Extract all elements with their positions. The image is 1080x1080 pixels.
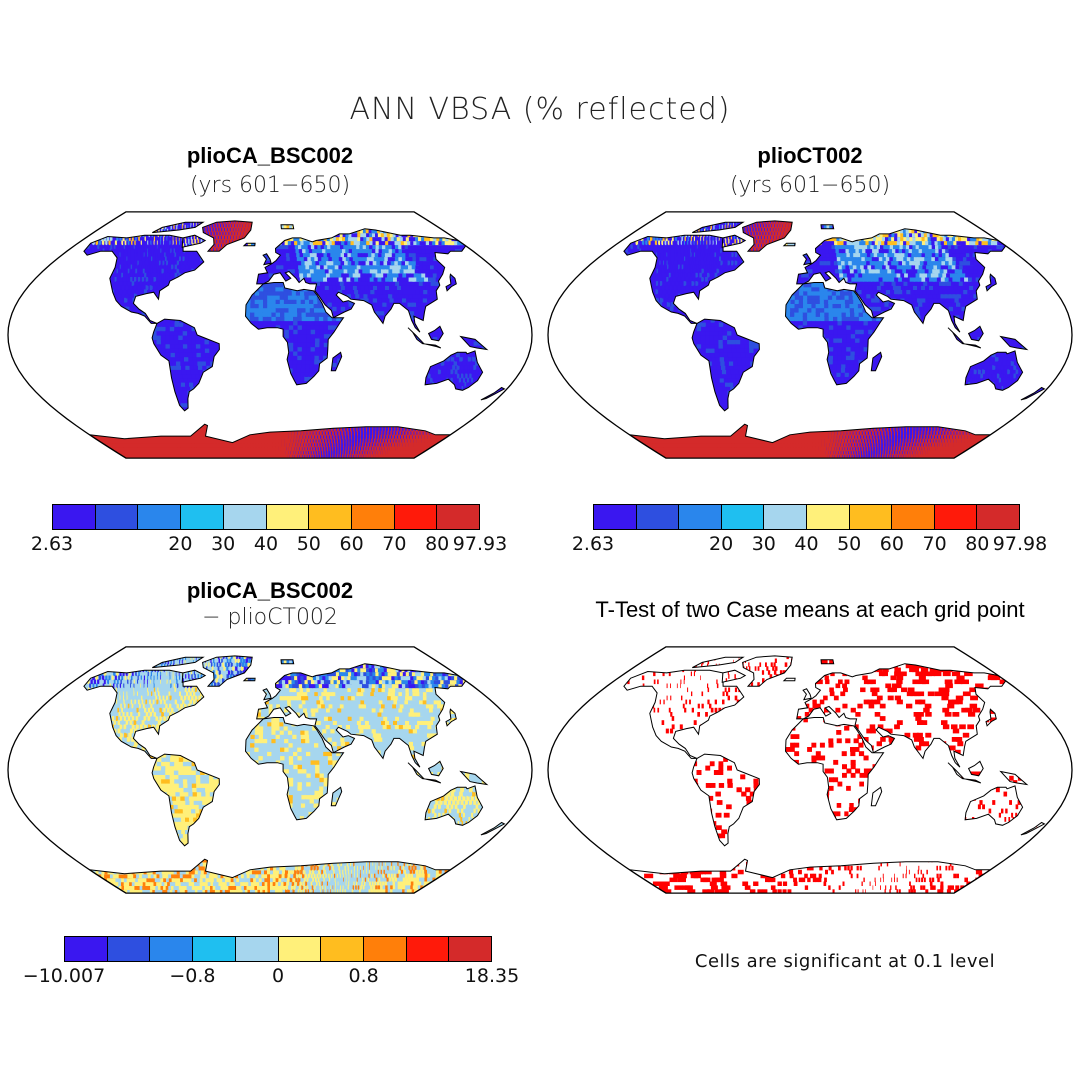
colorbar-tick-label: 50 bbox=[837, 533, 862, 555]
ttest-title: T-Test of two Case means at each grid po… bbox=[595, 597, 1025, 622]
colorbar-swatch bbox=[721, 505, 765, 529]
colorbar-swatch bbox=[764, 505, 807, 529]
colorbar-tick-label: 0.8 bbox=[348, 965, 379, 987]
colorbar-tick-label: 40 bbox=[794, 533, 819, 555]
landmass-australia bbox=[965, 785, 1023, 826]
colorbar-swatch bbox=[138, 505, 182, 529]
colorbar-swatch bbox=[223, 505, 267, 529]
colorbar-swatch bbox=[235, 937, 279, 961]
colorbar-tick-label: 80 bbox=[965, 533, 990, 555]
landmass-australia bbox=[425, 350, 483, 391]
landmass-uk bbox=[803, 688, 812, 700]
colorbar-b-ticks: 2.63 20 30 40 50 60 70 80 97.98 bbox=[572, 533, 1047, 557]
colorbar-tick-label: 70 bbox=[382, 533, 407, 555]
landmass-madagascar bbox=[331, 787, 342, 806]
map-panel-a bbox=[7, 211, 533, 459]
map-panel-b bbox=[547, 211, 1073, 459]
colorbar-tick-label: 50 bbox=[296, 533, 321, 555]
colorbar-swatch bbox=[150, 937, 194, 961]
colorbar-tick-label: 70 bbox=[922, 533, 947, 555]
map-panel-diff bbox=[7, 646, 533, 894]
map-border bbox=[547, 646, 1073, 894]
colorbar-swatch bbox=[449, 937, 492, 961]
colorbar-swatch bbox=[806, 505, 850, 529]
colorbar-swatch bbox=[406, 937, 450, 961]
colorbar-tick-label: 80 bbox=[425, 533, 450, 555]
colorbar-tick-label: 60 bbox=[879, 533, 904, 555]
panel-diff-title: plioCA_BSC002 bbox=[186, 578, 354, 603]
colorbar-swatch bbox=[65, 937, 108, 961]
colorbar-swatch bbox=[351, 505, 395, 529]
landmass-samerica bbox=[152, 754, 220, 846]
landmass-greenland bbox=[202, 220, 253, 252]
colorbar-diff bbox=[64, 936, 492, 962]
colorbar-swatch bbox=[934, 505, 978, 529]
colorbar-swatch bbox=[309, 505, 352, 529]
colorbar-swatch bbox=[278, 937, 322, 961]
map-border bbox=[7, 211, 533, 459]
colorbar-tick-label: 20 bbox=[168, 533, 193, 555]
figure-title: ANN VBSA (% reflected) bbox=[349, 92, 731, 127]
colorbar-b bbox=[593, 504, 1020, 530]
colorbar-swatch bbox=[394, 505, 438, 529]
colorbar-swatch bbox=[95, 505, 139, 529]
panel-b-title: plioCT002 bbox=[757, 143, 863, 168]
colorbar-swatch bbox=[892, 505, 935, 529]
colorbar-tick-label: −10.007 bbox=[22, 965, 106, 987]
colorbar-tick-label: 97.93 bbox=[452, 533, 508, 555]
colorbar-swatch bbox=[679, 505, 722, 529]
colorbar-a-ticks: 2.63 20 30 40 50 60 70 80 97.93 bbox=[31, 533, 507, 557]
landmass-samerica bbox=[152, 319, 220, 411]
colorbar-tick-label: 0 bbox=[271, 965, 285, 987]
panel-a-subtitle: (yrs 601−650) bbox=[189, 173, 351, 198]
significance-note: Cells are significant at 0.1 level bbox=[694, 951, 996, 972]
landmass-namerica bbox=[623, 670, 744, 759]
landmass-australia bbox=[425, 785, 483, 826]
map-border bbox=[547, 211, 1073, 459]
landmass-svalbard bbox=[821, 659, 834, 664]
colorbar-swatch bbox=[181, 505, 224, 529]
colorbar-tick-label: 30 bbox=[211, 533, 236, 555]
colorbar-tick-label: 60 bbox=[339, 533, 364, 555]
colorbar-tick-label: 2.63 bbox=[571, 533, 615, 555]
colorbar-swatch bbox=[321, 937, 364, 961]
landmass-madagascar bbox=[331, 352, 342, 371]
colorbar-tick-label: 97.98 bbox=[992, 533, 1048, 555]
landmass-australia bbox=[965, 350, 1023, 391]
map-border bbox=[7, 646, 533, 894]
panel-a-title: plioCA_BSC002 bbox=[186, 143, 354, 168]
panel-diff-subtitle: − plioCT002 bbox=[202, 605, 338, 630]
map-panel-ttest bbox=[547, 646, 1073, 894]
colorbar-swatch bbox=[594, 505, 637, 529]
panel-b-subtitle: (yrs 601−650) bbox=[729, 173, 891, 198]
colorbar-tick-label: 20 bbox=[709, 533, 734, 555]
landmass-madagascar bbox=[871, 787, 882, 806]
colorbar-swatch bbox=[437, 505, 480, 529]
colorbar-tick-label: 40 bbox=[253, 533, 279, 555]
colorbar-tick-label: 2.63 bbox=[30, 533, 74, 555]
landmass-japan bbox=[986, 709, 997, 726]
landmass-madagascar bbox=[871, 352, 882, 371]
colorbar-swatch bbox=[977, 505, 1019, 529]
colorbar-swatch bbox=[266, 505, 310, 529]
colorbar-swatch bbox=[193, 937, 236, 961]
colorbar-tick-label: 18.35 bbox=[464, 965, 520, 987]
colorbar-tick-label: −0.8 bbox=[169, 965, 216, 987]
colorbar-swatch bbox=[53, 505, 96, 529]
colorbar-tick-label: 30 bbox=[751, 533, 776, 555]
colorbar-swatch bbox=[363, 937, 407, 961]
landmass-samerica bbox=[692, 319, 760, 411]
colorbar-swatch bbox=[107, 937, 151, 961]
colorbar-a bbox=[52, 504, 480, 530]
colorbar-swatch bbox=[636, 505, 680, 529]
landmass-samerica bbox=[692, 754, 760, 846]
colorbar-diff-ticks: −10.007 −0.8 0 0.8 18.35 bbox=[23, 965, 519, 989]
colorbar-swatch bbox=[849, 505, 893, 529]
landmass-iceland bbox=[783, 678, 796, 681]
